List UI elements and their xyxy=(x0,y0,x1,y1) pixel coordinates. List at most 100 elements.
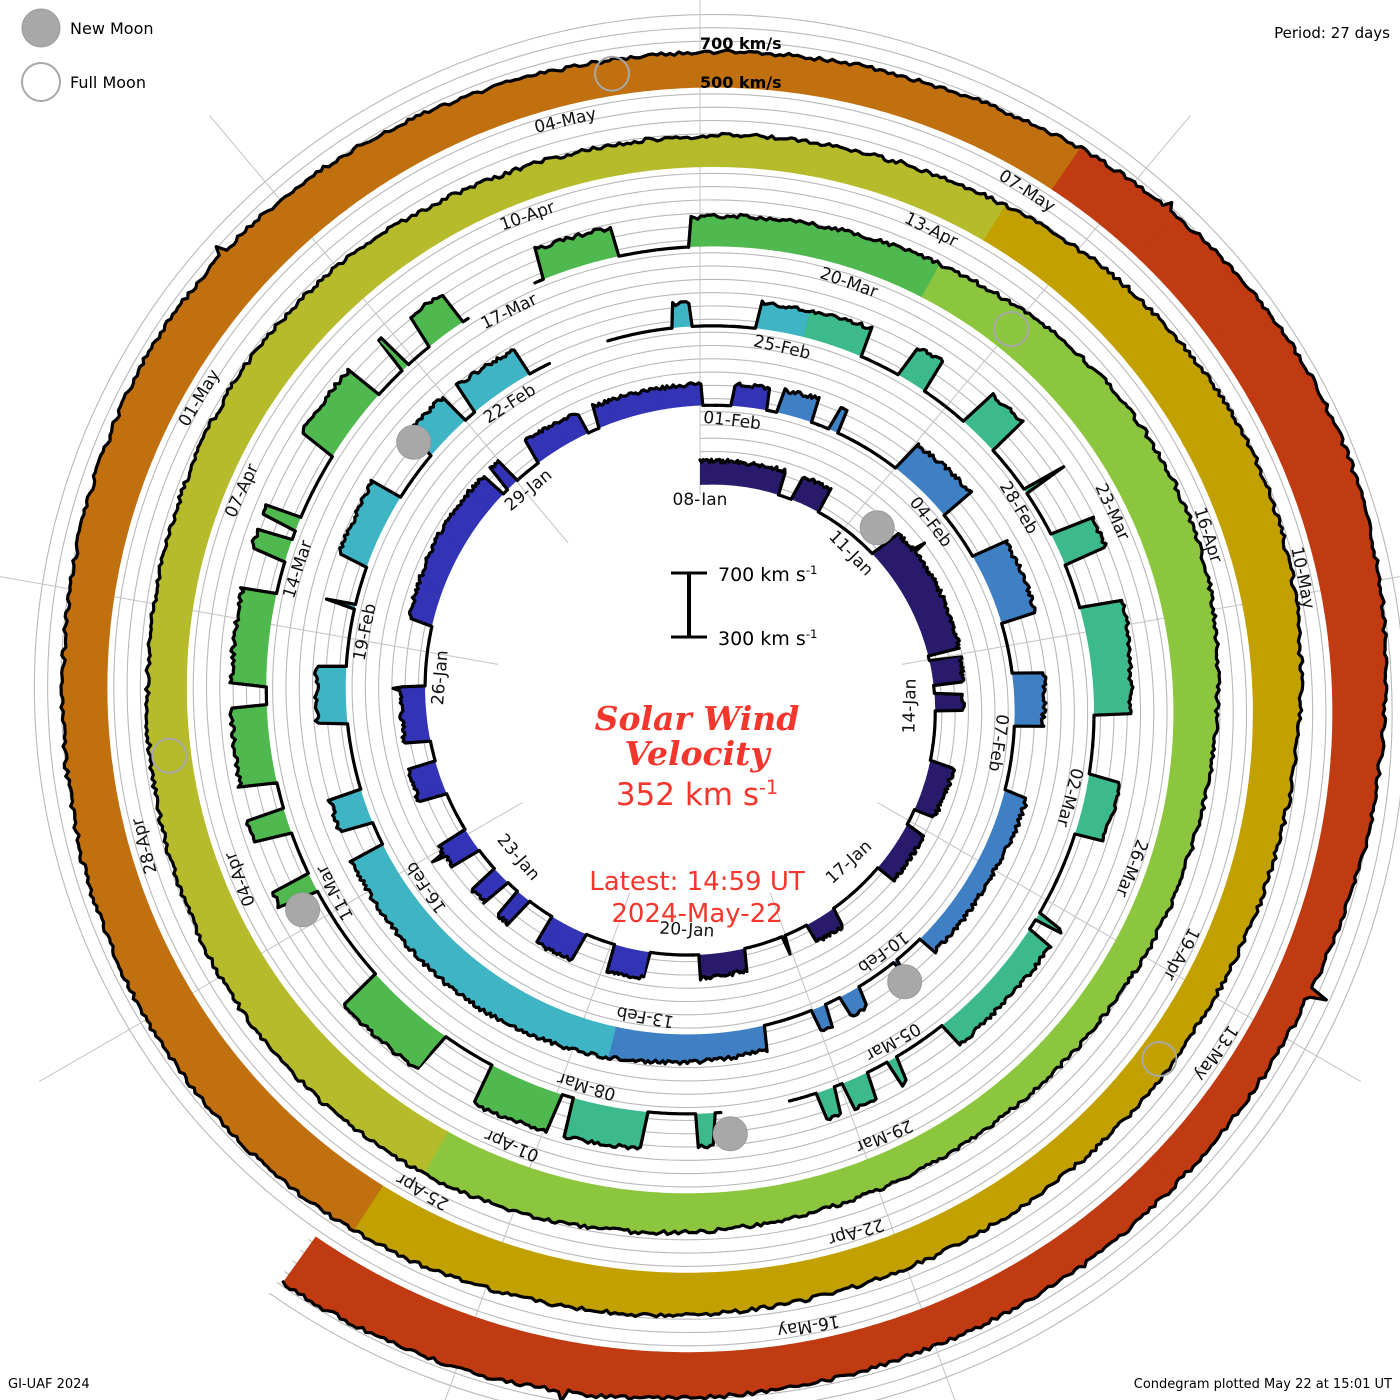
spiral-trace-line xyxy=(1092,951,1149,1032)
spiral-trace-line xyxy=(348,860,389,923)
spiral-band-segment xyxy=(429,943,507,1013)
spiral-band-segment xyxy=(640,1111,721,1148)
scale-bar-bottom-label: 300 km s-1 xyxy=(718,627,818,650)
spiral-band-segment xyxy=(1242,720,1299,831)
spiral-trace-line xyxy=(956,1091,1035,1152)
spiral-band-segment xyxy=(87,864,176,987)
spiral-band-segment xyxy=(906,785,945,837)
spiral-trace-line xyxy=(776,467,828,501)
spiral-trace-line xyxy=(1058,1101,1142,1178)
spiral-band-segment xyxy=(230,713,279,792)
full-moon-marker xyxy=(1141,1041,1178,1077)
spiral-band-segment xyxy=(252,490,314,565)
spiral-trace-line xyxy=(1028,1025,1098,1096)
spiral-trace-line xyxy=(1019,465,1100,536)
spiral-band-segment xyxy=(326,531,376,607)
spiral-trace-line xyxy=(1245,824,1284,931)
spiral-band-segment xyxy=(1079,600,1132,678)
spiral-trace-line xyxy=(350,1012,420,1070)
spiral-trace-line xyxy=(316,597,358,668)
spiral-trace-line xyxy=(541,1036,610,1061)
scale-bar: 700 km s-1 300 km s-1 xyxy=(671,563,818,650)
spiral-band-segment xyxy=(664,1266,777,1317)
spiral-trace-line xyxy=(414,74,530,118)
spiral-band-segment xyxy=(349,1183,474,1277)
spiral-band-segment xyxy=(605,1026,675,1064)
spiral-trace-line xyxy=(663,1302,778,1318)
spiral-trace-line xyxy=(413,788,465,828)
spiral-trace-line xyxy=(419,1169,515,1213)
spiral-band-segment xyxy=(731,1018,791,1059)
spiral-band-segment xyxy=(216,946,312,1053)
spiral-trace-line xyxy=(659,381,719,407)
spiral-trace-line xyxy=(250,488,315,567)
spiral-band-segment xyxy=(635,49,754,92)
spiral-trace-line xyxy=(816,485,848,532)
spiral-band-segment xyxy=(155,497,218,604)
full-moon-marker xyxy=(151,737,188,774)
spiral-trace-line xyxy=(898,533,931,574)
spiral-band-segment xyxy=(384,1289,522,1383)
spiral-trace-line xyxy=(62,766,90,884)
center-title-line1: Solar Wind xyxy=(595,699,800,738)
spiral-band-segment xyxy=(866,349,943,393)
spiral-trace-line xyxy=(747,49,869,69)
spiral-trace-line xyxy=(158,243,236,340)
spiral-band-segment xyxy=(929,656,965,706)
spiral-trace-line xyxy=(428,165,525,210)
spiral-band-segment xyxy=(811,486,847,531)
spiral-trace-line xyxy=(638,1110,723,1150)
spiral-band-segment xyxy=(246,788,304,863)
spiral-trace-line xyxy=(864,347,945,395)
spiral-trace-line xyxy=(1083,1180,1178,1269)
spiral-trace-line xyxy=(944,888,986,943)
spiral-band-segment xyxy=(1162,602,1220,698)
spiral-band-segment xyxy=(1149,777,1209,874)
spiral-trace-line xyxy=(1006,719,1046,779)
footer-plot-time: Condegram plotted May 22 at 15:01 UT xyxy=(1134,1377,1392,1392)
spiral-band-segment xyxy=(1220,971,1327,1095)
spiral-trace-line xyxy=(562,1096,650,1151)
spiral-band-segment xyxy=(1050,363,1148,463)
spiral-band-segment xyxy=(917,612,962,664)
spiral-band-segment xyxy=(908,455,972,519)
spiral-trace-line xyxy=(1079,145,1183,222)
spiral-band-segment xyxy=(403,735,443,792)
spiral-band-segment xyxy=(997,601,1035,667)
spiral-trace-line xyxy=(815,406,869,450)
radial-axis-label-700: 700 km/s xyxy=(700,34,782,53)
spiral-trace-line xyxy=(732,1016,792,1061)
spiral-trace-line xyxy=(506,1208,608,1231)
spiral-trace-line xyxy=(1003,773,1028,841)
spiral-band-segment xyxy=(857,1288,985,1371)
spiral-band-segment xyxy=(713,133,818,176)
spiral-trace-line xyxy=(217,323,277,414)
spiral-trace-line xyxy=(1230,414,1281,518)
spiral-trace-line xyxy=(391,685,407,743)
spiral-band-segment xyxy=(1267,404,1370,541)
spiral-trace-line xyxy=(501,899,554,952)
spiral-trace-line xyxy=(408,581,434,643)
center-current-value: 352 km s-1 xyxy=(616,776,778,814)
spiral-band-segment xyxy=(1209,302,1328,437)
spiral-band-segment xyxy=(186,1046,302,1164)
spiral-band-segment xyxy=(841,963,892,1016)
spiral-trace-line xyxy=(126,980,189,1085)
spiral-band-segment xyxy=(1100,431,1191,536)
spiral-band-segment xyxy=(964,1230,1087,1328)
spiral-band-segment xyxy=(700,459,744,487)
spiral-trace-line xyxy=(1000,600,1037,669)
spiral-trace-line xyxy=(1180,782,1211,876)
spiral-band-segment xyxy=(1170,911,1251,1023)
spiral-trace-line xyxy=(470,861,519,923)
spiral-trace-line xyxy=(1167,329,1237,421)
spiral-band-segment xyxy=(421,1130,529,1211)
spiral-band-segment xyxy=(416,76,538,155)
spiral-trace-line xyxy=(1205,691,1221,789)
spiral-band-segment xyxy=(219,325,309,433)
spiral-band-segment xyxy=(417,533,464,594)
spiral-trace-line xyxy=(1310,875,1357,1002)
spiral-trace-line xyxy=(144,687,158,792)
spiral-trace-line xyxy=(694,1215,794,1235)
spiral-band-segment xyxy=(746,51,868,105)
